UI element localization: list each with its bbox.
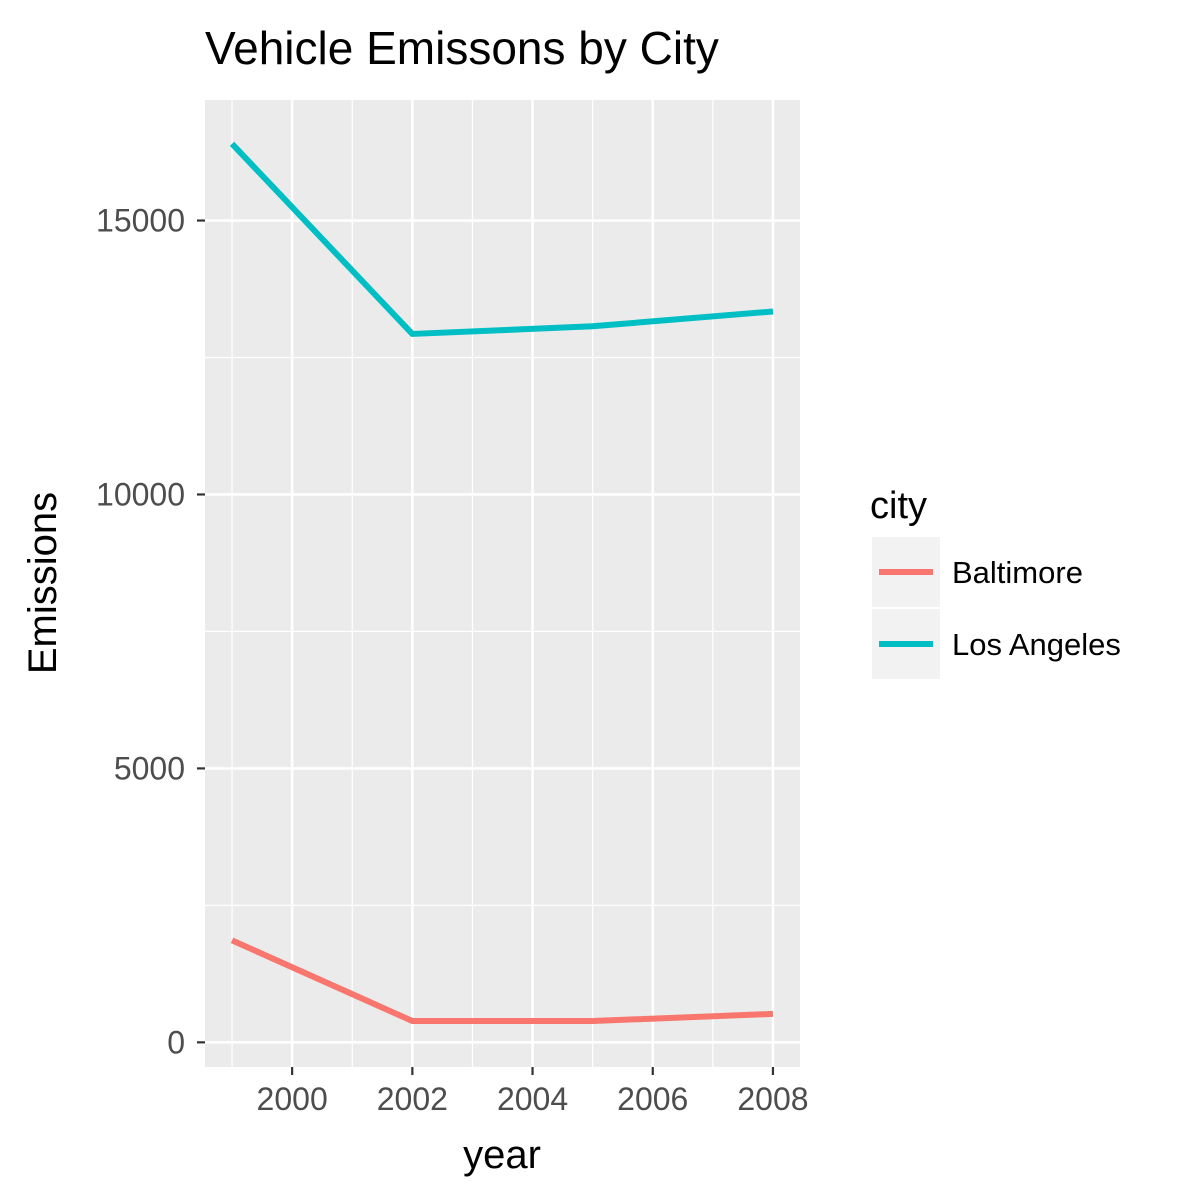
x-tick-label: 2008 [737, 1081, 808, 1117]
series-line-los-angeles [229, 141, 774, 337]
x-tick-label: 2002 [377, 1081, 448, 1117]
x-axis-title: year [463, 1133, 541, 1177]
legend-label-baltimore: Baltimore [952, 555, 1083, 590]
legend-label-los-angeles: Los Angeles [952, 627, 1121, 662]
legend-title: city [870, 485, 927, 527]
series-line-baltimore [230, 937, 774, 1025]
major-gridlines [205, 100, 800, 1067]
y-axis-title: Emissions [21, 492, 65, 674]
x-tick-label: 2006 [617, 1081, 688, 1117]
chart-title: Vehicle Emissons by City [205, 22, 719, 74]
axis-ticks [197, 219, 775, 1075]
legend: city Baltimore Los Angeles [870, 485, 1121, 679]
y-tick-label: 5000 [114, 750, 185, 786]
x-tick-label: 2000 [257, 1081, 328, 1117]
minor-gridlines [205, 100, 800, 1067]
y-axis-tick-labels: 0 5000 10000 15000 [96, 203, 185, 1061]
y-tick-label: 15000 [96, 203, 185, 239]
y-tick-label: 0 [167, 1024, 185, 1060]
x-tick-label: 2004 [497, 1081, 568, 1117]
x-axis-tick-labels: 2000 2002 2004 2006 2008 [257, 1081, 809, 1117]
legend-items: Baltimore Los Angeles [872, 537, 1121, 679]
y-tick-label: 10000 [96, 476, 185, 512]
series-lines [229, 141, 774, 1025]
plot-panel [205, 100, 800, 1067]
